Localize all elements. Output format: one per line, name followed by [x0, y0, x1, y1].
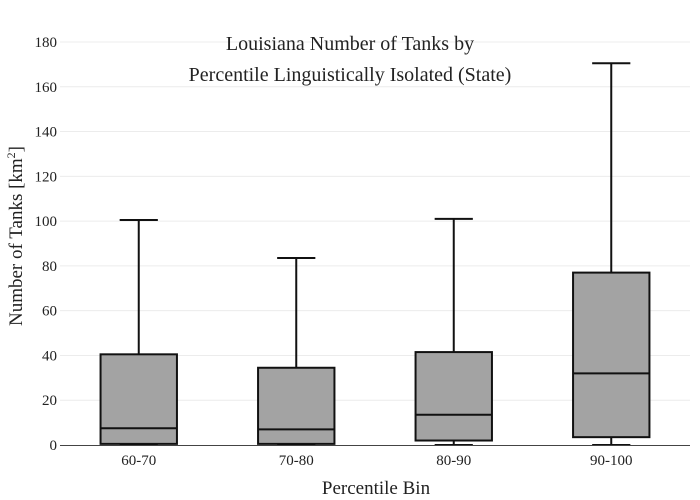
y-axis-title: Number of Tanks [km2]: [4, 146, 27, 326]
y-tick-labels: 0 20 40 60 80 100 120 140 160 180: [35, 35, 58, 454]
y-axis-title-superscript: 2: [4, 152, 18, 158]
box-iqr: [572, 271, 651, 439]
box-90-100: [572, 62, 651, 446]
x-tick-label: 60-70: [121, 453, 156, 469]
y-tick-label: 0: [50, 438, 58, 454]
x-tick-label: 90-100: [590, 453, 633, 469]
y-axis-title-close: ]: [6, 146, 27, 152]
x-tick-label: 70-80: [279, 453, 314, 469]
x-axis-title: Percentile Bin: [322, 478, 431, 499]
chart-title-line-2: Percentile Linguistically Isolated (Stat…: [189, 64, 512, 86]
y-tick-label: 40: [42, 348, 57, 364]
box-iqr: [257, 366, 336, 445]
y-tick-label: 100: [35, 214, 58, 230]
y-tick-label: 160: [35, 80, 58, 96]
box-70-80: [257, 257, 336, 446]
y-axis-title-main: Number of Tanks [km: [6, 158, 27, 326]
y-tick-label: 80: [42, 259, 57, 275]
y-tick-label: 20: [42, 393, 57, 409]
y-tick-label: 60: [42, 304, 57, 320]
box-60-70: [99, 218, 178, 446]
y-tick-label: 120: [35, 169, 58, 185]
y-tick-label: 180: [35, 35, 58, 51]
x-tick-label: 80-90: [436, 453, 471, 469]
box-series: [99, 62, 651, 446]
box-80-90: [414, 217, 493, 446]
x-tick-labels: 60-70 70-80 80-90 90-100: [121, 453, 632, 469]
box-iqr: [414, 351, 493, 442]
y-tick-label: 140: [35, 125, 58, 141]
chart-title-line-1: Louisiana Number of Tanks by: [226, 33, 474, 55]
box-iqr: [99, 353, 178, 445]
